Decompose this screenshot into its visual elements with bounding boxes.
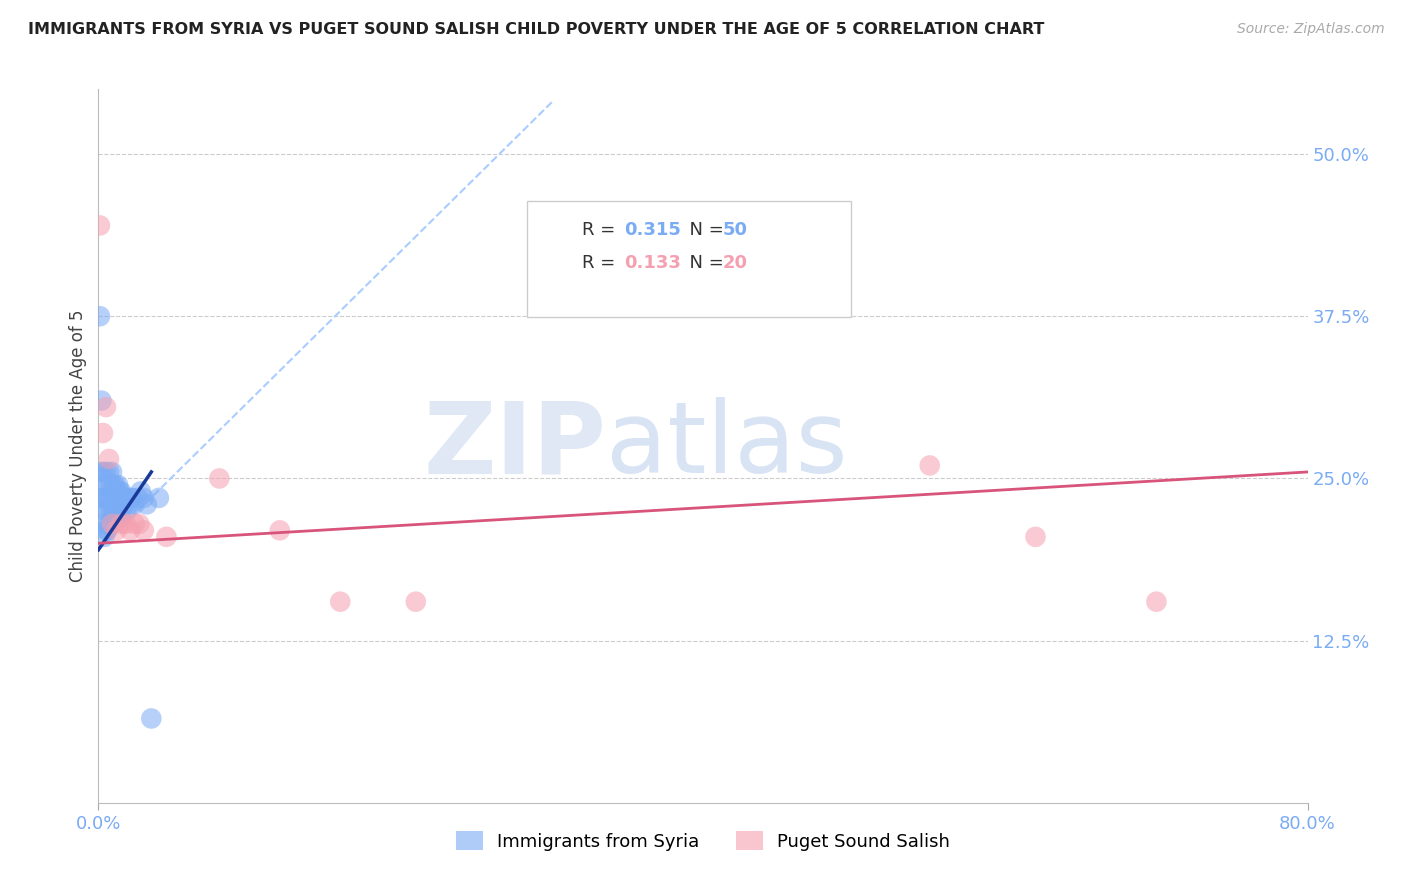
Point: [329, 595, 352, 609]
Point: [405, 595, 427, 609]
Point: [103, 478, 125, 492]
Point: [155, 530, 177, 544]
Point: [96, 504, 118, 518]
Point: [1024, 530, 1046, 544]
Point: [104, 478, 127, 492]
Point: [129, 484, 152, 499]
Text: N =: N =: [678, 221, 730, 239]
Point: [110, 484, 132, 499]
Point: [128, 516, 150, 531]
Point: [135, 497, 157, 511]
Point: [132, 524, 155, 538]
Point: [132, 491, 155, 505]
Point: [94, 491, 117, 505]
Point: [89, 310, 111, 324]
Point: [141, 711, 163, 725]
Point: [94, 400, 117, 414]
Text: R =: R =: [582, 221, 621, 239]
Point: [110, 510, 132, 524]
Point: [98, 491, 121, 505]
Point: [114, 516, 136, 531]
Text: IMMIGRANTS FROM SYRIA VS PUGET SOUND SALISH CHILD POVERTY UNDER THE AGE OF 5 COR: IMMIGRANTS FROM SYRIA VS PUGET SOUND SAL…: [28, 22, 1045, 37]
Point: [104, 504, 127, 518]
Point: [90, 393, 112, 408]
Point: [100, 478, 122, 492]
Point: [208, 471, 231, 485]
Point: [120, 491, 142, 505]
Point: [96, 478, 118, 492]
Text: ZIP: ZIP: [423, 398, 606, 494]
Point: [121, 491, 143, 505]
Point: [94, 524, 117, 538]
Text: Source: ZipAtlas.com: Source: ZipAtlas.com: [1237, 22, 1385, 37]
Point: [103, 504, 125, 518]
Point: [91, 465, 114, 479]
Point: [105, 524, 128, 538]
Point: [918, 458, 941, 473]
Point: [98, 465, 121, 479]
Text: 0.133: 0.133: [624, 254, 681, 272]
Y-axis label: Child Poverty Under the Age of 5: Child Poverty Under the Age of 5: [69, 310, 87, 582]
Point: [101, 465, 124, 479]
Point: [101, 516, 124, 531]
Point: [120, 524, 142, 538]
Point: [108, 484, 131, 499]
Text: 20: 20: [723, 254, 748, 272]
Point: [91, 516, 114, 531]
Point: [107, 478, 129, 492]
Text: R =: R =: [582, 254, 621, 272]
Point: [93, 530, 115, 544]
Point: [100, 504, 122, 518]
Text: 0.315: 0.315: [624, 221, 681, 239]
Point: [107, 504, 129, 518]
Point: [124, 497, 146, 511]
Point: [148, 491, 170, 505]
Point: [98, 452, 121, 467]
Point: [101, 516, 124, 531]
Text: 50: 50: [723, 221, 748, 239]
Point: [91, 425, 114, 440]
Point: [115, 504, 138, 518]
Point: [96, 524, 118, 538]
Point: [89, 465, 111, 479]
Point: [90, 491, 112, 505]
Point: [105, 484, 128, 499]
Text: N =: N =: [678, 254, 730, 272]
Point: [108, 510, 131, 524]
Legend: Immigrants from Syria, Puget Sound Salish: Immigrants from Syria, Puget Sound Salis…: [449, 824, 957, 858]
Point: [101, 491, 124, 505]
Point: [98, 516, 121, 531]
Point: [105, 504, 128, 518]
Point: [93, 504, 115, 518]
Point: [114, 491, 136, 505]
Point: [93, 478, 115, 492]
Point: [112, 497, 135, 511]
Text: atlas: atlas: [606, 398, 848, 494]
Point: [110, 516, 132, 531]
Point: [89, 219, 111, 233]
Point: [91, 491, 114, 505]
Point: [94, 465, 117, 479]
Point: [118, 497, 141, 511]
Point: [127, 491, 149, 505]
Point: [111, 491, 134, 505]
Point: [1144, 595, 1167, 609]
Point: [124, 516, 146, 531]
Point: [269, 524, 291, 538]
